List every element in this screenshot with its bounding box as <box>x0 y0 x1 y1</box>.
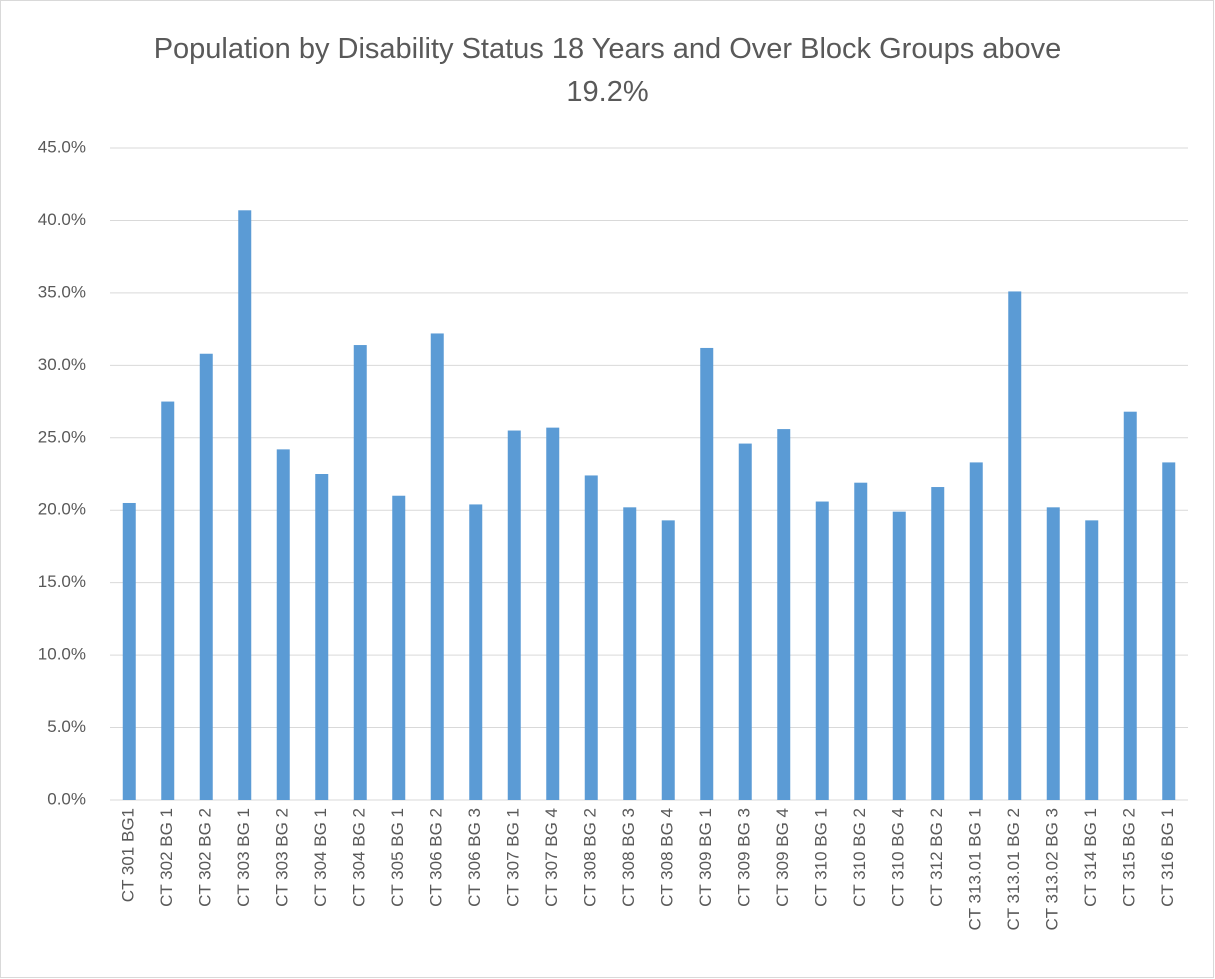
bar <box>1085 520 1099 800</box>
x-tick-label: CT 303 BG 1 <box>234 808 253 907</box>
x-tick-label: CT 301 BG1 <box>119 808 138 902</box>
x-tick-label: CT 315 BG 2 <box>1120 808 1139 907</box>
bar <box>161 401 175 800</box>
chart-title: Population by Disability Status 18 Years… <box>153 33 1062 108</box>
bar <box>815 501 829 800</box>
bar <box>315 474 329 800</box>
x-tick-label: CT 302 BG 2 <box>196 808 215 907</box>
x-tick-label: CT 308 BG 2 <box>581 808 600 907</box>
bar <box>199 353 213 800</box>
bar <box>122 502 136 800</box>
y-tick-label: 5.0% <box>47 717 86 736</box>
bar <box>1123 411 1137 800</box>
bar <box>1162 462 1176 800</box>
x-tick-label: CT 304 BG 1 <box>311 808 330 907</box>
x-tick-label: CT 309 BG 3 <box>735 808 754 907</box>
x-tick-label: CT 310 BG 4 <box>889 808 908 907</box>
bar <box>931 487 945 800</box>
x-tick-label: CT 307 BG 1 <box>504 808 523 907</box>
bar <box>353 345 367 800</box>
x-tick-label: CT 306 BG 3 <box>465 808 484 907</box>
bar <box>430 333 444 800</box>
bar <box>392 495 406 800</box>
bar <box>276 449 290 800</box>
bar <box>892 511 906 800</box>
y-tick-label: 20.0% <box>38 500 86 519</box>
x-tick-label: CT 302 BG 1 <box>157 808 176 907</box>
y-tick-label: 10.0% <box>38 645 86 664</box>
bar <box>507 430 521 800</box>
x-tick-label: CT 316 BG 1 <box>1158 808 1177 907</box>
y-tick-label: 30.0% <box>38 355 86 374</box>
y-tick-label: 35.0% <box>38 282 86 301</box>
x-tick-label: CT 304 BG 2 <box>350 808 369 907</box>
bar <box>546 427 560 800</box>
x-tick-label: CT 305 BG 1 <box>388 808 407 907</box>
y-tick-label: 15.0% <box>38 572 86 591</box>
x-tick-label: CT 314 BG 1 <box>1081 808 1100 907</box>
bar <box>584 475 598 800</box>
bar <box>969 462 983 800</box>
x-tick-label: CT 310 BG 2 <box>850 808 869 907</box>
x-tick-label: CT 313.02 BG 3 <box>1043 808 1062 931</box>
bar <box>1008 291 1022 800</box>
x-tick-label: CT 313.01 BG 1 <box>966 808 985 931</box>
x-tick-label: CT 306 BG 2 <box>427 808 446 907</box>
bar <box>238 210 252 800</box>
x-tick-label: CT 303 BG 2 <box>273 808 292 907</box>
bar <box>777 429 791 800</box>
x-tick-label: CT 308 BG 3 <box>619 808 638 907</box>
bar <box>623 507 637 800</box>
bar <box>738 443 752 800</box>
bar <box>700 347 714 800</box>
y-tick-label: 0.0% <box>47 789 86 808</box>
x-tick-label: CT 309 BG 4 <box>773 808 792 907</box>
x-tick-label: CT 312 BG 2 <box>927 808 946 907</box>
bar <box>854 482 868 800</box>
y-tick-label: 45.0% <box>38 137 86 156</box>
y-tick-label: 25.0% <box>38 427 86 446</box>
x-tick-label: CT 310 BG 1 <box>812 808 831 907</box>
y-tick-label: 40.0% <box>38 210 86 229</box>
x-tick-label: CT 308 BG 4 <box>658 808 677 907</box>
x-tick-label: CT 309 BG 1 <box>696 808 715 907</box>
x-tick-label: CT 313.01 BG 2 <box>1004 808 1023 931</box>
bar <box>469 504 483 800</box>
x-tick-label: CT 307 BG 4 <box>542 808 561 907</box>
bar <box>661 520 675 800</box>
bar <box>1046 507 1060 800</box>
